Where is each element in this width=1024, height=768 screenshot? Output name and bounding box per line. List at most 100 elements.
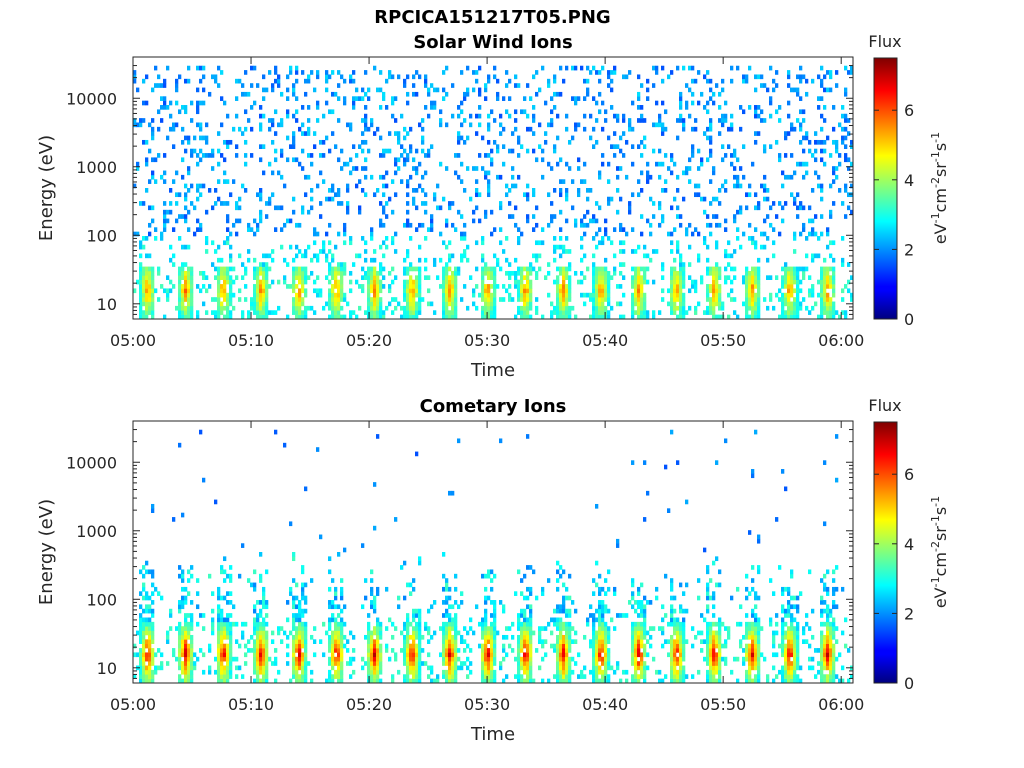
spectrogram-cell [631,266,635,272]
spectrogram-cell [640,639,644,644]
spectrogram-cell [619,222,623,228]
spectrogram-cell [661,630,665,636]
spectrogram-cell [571,65,575,71]
spectrogram-cell [409,222,413,228]
spectrogram-cell [295,613,299,618]
spectrogram-cell [640,297,644,302]
spectrogram-cell [487,674,491,679]
spectrogram-cell [376,310,380,315]
spectrogram-cell [670,279,674,285]
spectrogram-cell [253,617,257,623]
spectrogram-cell [388,301,392,307]
spectrogram-cell [217,196,221,202]
spectrogram-cell [325,275,329,280]
spectrogram-cell [364,122,368,128]
spectrogram-cell [826,292,830,298]
y-tick-label: 100 [86,226,117,245]
spectrogram-cell [310,578,314,583]
spectrogram-cell [487,297,491,302]
spectrogram-cell [568,674,572,679]
spectrogram-cell [394,157,398,163]
spectrogram-cell [391,310,395,315]
spectrogram-cell [802,270,806,276]
spectrogram-cell [745,305,749,311]
spectrogram-cell [442,301,446,307]
spectrogram-cell [712,305,716,311]
spectrogram-cell [595,301,599,307]
spectrogram-cell [370,669,374,675]
spectrogram-cell [361,656,365,662]
spectrogram-cell [367,297,371,302]
spectrogram-cell [151,621,155,627]
spectrogram-cell [592,301,596,307]
spectrogram-cell [232,656,236,662]
spectrogram-cell [268,253,272,259]
spectrogram-cell [493,643,497,649]
spectrogram-cell [679,608,683,614]
spectrogram-cell [343,100,347,106]
spectrogram-cell [235,656,239,662]
spectrogram-cell [217,266,221,272]
spectrogram-cell [328,678,332,684]
spectrogram-cell [757,201,761,206]
spectrogram-cell [508,148,512,154]
spectrogram-cell [676,678,680,684]
spectrogram-cell [349,157,353,163]
spectrogram-cell [295,310,299,315]
spectrogram-cell [265,279,269,285]
spectrogram-cell [490,578,494,583]
spectrogram-cell [679,292,683,298]
spectrogram-cell [457,105,461,110]
spectrogram-cell [664,126,668,132]
spectrogram-cell [262,600,266,605]
spectrogram-cell [670,604,674,610]
spectrogram-cell [298,630,302,636]
spectrogram-cell [244,161,248,167]
spectrogram-cell [298,626,302,631]
spectrogram-cell [601,275,605,280]
spectrogram-cell [262,74,266,80]
spectrogram-cell [244,109,248,115]
spectrogram-cell [154,236,158,241]
spectrogram-cell [331,183,335,189]
spectrogram-cell [652,148,656,154]
spectrogram-cell [553,244,557,250]
spectrogram-cell [484,634,488,640]
spectrogram-cell [373,249,377,254]
spectrogram-cell [520,643,524,649]
spectrogram-cell [496,257,500,263]
spectrogram-cell [292,131,296,136]
spectrogram-cell [292,661,296,666]
spectrogram-cell [679,91,683,97]
spectrogram-cell [253,65,257,71]
spectrogram-cell [463,661,467,666]
spectrogram-cell [289,244,293,250]
spectrogram-cell [673,669,677,675]
spectrogram-cell [661,188,665,193]
spectrogram-cell [508,214,512,219]
spectrogram-cell [604,266,608,272]
spectrogram-cell [151,626,155,631]
spectrogram-cell [592,621,596,627]
spectrogram-cell [298,126,302,132]
spectrogram-cell [532,131,536,136]
spectrogram-cell [412,630,416,636]
spectrogram-cell [292,604,296,610]
spectrogram-cell [568,678,572,684]
spectrogram-cell [424,153,428,158]
spectrogram-cell [505,83,509,88]
spectrogram-cell [382,192,386,198]
spectrogram-cell [658,201,662,206]
spectrogram-cell [349,240,353,246]
spectrogram-cell [568,634,572,640]
spectrogram-cell [202,135,206,141]
spectrogram-cell [148,648,152,653]
spectrogram-cell [340,630,344,636]
spectrogram-cell [454,288,458,294]
spectrogram-cell [784,275,788,280]
spectrogram-cell [190,266,194,272]
spectrogram-cell [160,595,164,601]
spectrogram-cell [631,643,635,649]
spectrogram-cell [445,122,449,128]
spectrogram-cell [454,621,458,627]
